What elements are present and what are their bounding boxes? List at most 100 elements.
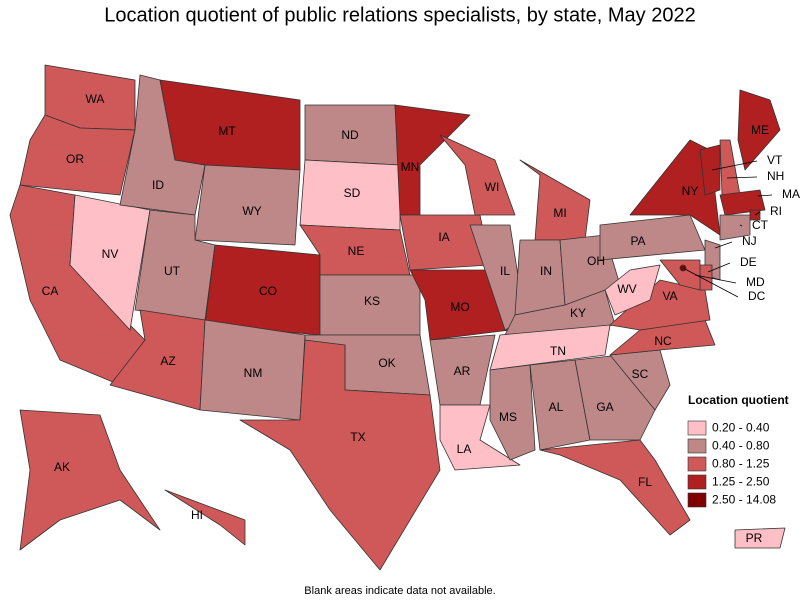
state (719, 189, 766, 216)
state (599, 214, 706, 261)
state (719, 214, 751, 241)
state (439, 134, 516, 216)
state-label: SC (632, 367, 649, 381)
state-label: PA (630, 234, 645, 248)
state-label: MS (499, 410, 517, 424)
state-label: HI (191, 508, 203, 522)
state-label: NM (244, 366, 263, 380)
state-label: AK (54, 460, 70, 474)
state-labels: WA OR CA NV ID MT WY UT AZ CO NM ND SD NE KS OK TX MN IA MO… (42, 92, 800, 545)
state-label: AR (454, 364, 471, 378)
state-label: OR (66, 152, 84, 166)
state-label: WI (485, 180, 500, 194)
legend-label: 2.50 - 14.08 (712, 493, 776, 507)
callout-line (726, 176, 758, 179)
state-label: RI (770, 204, 782, 218)
state (19, 114, 136, 196)
state (604, 264, 661, 316)
callout-line (707, 262, 731, 273)
state (194, 164, 301, 246)
legend-label: 0.20 - 0.40 (712, 421, 770, 435)
states (9, 64, 786, 571)
state-label: AZ (160, 354, 175, 368)
state-label: MI (553, 206, 566, 220)
callout-line (757, 194, 773, 197)
state-label: GA (596, 400, 613, 414)
state-label: LA (457, 442, 472, 456)
legend-swatch (687, 474, 707, 490)
state-label: NY (682, 184, 699, 198)
callout-line (739, 224, 743, 227)
state-label: TX (350, 430, 365, 444)
state-label: UT (164, 264, 181, 278)
state (19, 409, 161, 551)
state-label: ND (341, 128, 359, 142)
state-label: NC (654, 334, 672, 348)
state-label: DC (748, 289, 766, 303)
state (489, 324, 611, 371)
note: Blank areas indicate data not available. (304, 585, 495, 597)
state-label: NE (348, 244, 365, 258)
state-label: CA (42, 284, 59, 298)
state (504, 289, 616, 336)
state-label: SD (344, 186, 361, 200)
state-label: MT (218, 124, 236, 138)
state (609, 319, 716, 356)
state (489, 364, 536, 461)
state (699, 144, 721, 196)
state-label: MA (782, 187, 800, 201)
state (109, 309, 206, 411)
state-label: NJ (742, 234, 757, 248)
state (737, 89, 781, 171)
callout-line (711, 160, 758, 171)
state-label: IL (500, 264, 510, 278)
state-label: VT (767, 153, 783, 167)
state-label: PR (746, 531, 763, 545)
legend-label: 0.80 - 1.25 (712, 457, 770, 471)
state-label: CO (259, 284, 277, 298)
state-label: ID (152, 178, 164, 192)
state-label: DE (740, 255, 757, 269)
callout-line (694, 274, 737, 284)
state (539, 439, 691, 536)
state-label: IN (540, 264, 552, 278)
state-label: OH (587, 254, 605, 268)
legend-label: 0.40 - 0.80 (712, 439, 770, 453)
state (394, 104, 471, 216)
state-label: ME (751, 123, 769, 137)
state-label: TN (550, 344, 566, 358)
state-label: CT (752, 218, 769, 232)
state-label: WA (86, 92, 105, 106)
legend-swatch (687, 438, 707, 454)
state-label: NV (102, 247, 119, 261)
state (409, 269, 511, 341)
callout-line (754, 211, 761, 216)
state (659, 259, 701, 291)
state-label: NH (767, 169, 784, 183)
legend-swatch (687, 420, 707, 436)
state (164, 489, 246, 546)
state-label: MO (450, 300, 469, 314)
state-label: OK (378, 356, 395, 370)
state-label: MN (401, 160, 420, 174)
legend-swatch (687, 456, 707, 472)
state-label: IA (438, 230, 449, 244)
state-label: WV (617, 282, 636, 296)
state-label: WY (242, 204, 261, 218)
legend-swatch (687, 492, 707, 508)
state-label: MD (746, 275, 765, 289)
legend-label: 1.25 - 2.50 (712, 475, 770, 489)
state (239, 339, 441, 571)
callout-line (714, 241, 733, 249)
state-label: KY (570, 306, 586, 320)
state-label: AL (549, 400, 564, 414)
state (519, 159, 591, 241)
map-title: Location quotient of public relations sp… (104, 4, 695, 26)
state (629, 139, 721, 236)
legend: 0.20 - 0.40 0.40 - 0.80 0.80 - 1.25 1.25 - … (687, 420, 776, 508)
callout-line (682, 267, 739, 298)
state-label: KS (364, 294, 380, 308)
state (734, 527, 786, 549)
legend-title: Location quotient (688, 393, 789, 407)
